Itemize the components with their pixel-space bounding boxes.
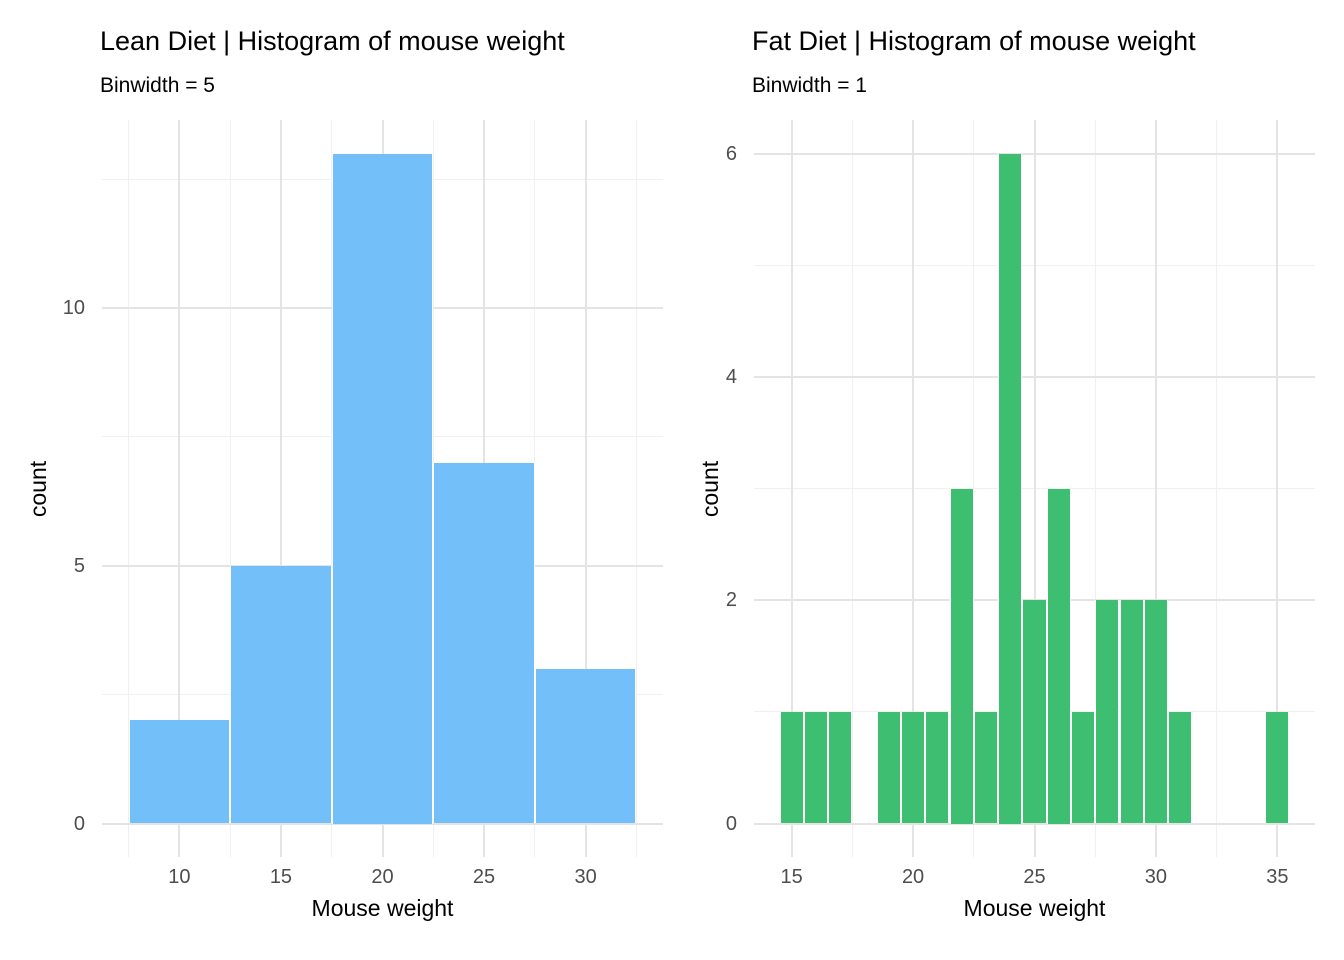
x-minor-gridline (1094, 120, 1096, 857)
x-axis-tick-label: 30 (1144, 866, 1168, 888)
x-minor-gridline (229, 120, 231, 857)
histogram-bar (1070, 711, 1096, 824)
chart-subtitle: Binwidth = 5 (100, 74, 215, 97)
y-axis-tick-label: 4 (725, 365, 737, 388)
y-axis-tick-label: 10 (62, 297, 85, 320)
histogram-bar (1265, 711, 1290, 824)
histogram-bar (230, 565, 332, 824)
x-axis-title: Mouse weight (963, 895, 1106, 921)
x-major-gridline (584, 120, 587, 857)
x-axis-tick-label: 25 (472, 866, 496, 888)
y-axis-tick-label: 0 (73, 812, 85, 835)
x-axis-tick-label: 25 (1023, 866, 1046, 888)
histogram-bar (1095, 600, 1120, 824)
x-major-gridline (178, 120, 181, 857)
x-axis-tick-label: 15 (780, 866, 803, 888)
x-minor-gridline (1216, 120, 1218, 857)
x-minor-gridline (534, 120, 536, 857)
histogram-bar (876, 711, 901, 824)
x-axis-tick-label: 35 (1266, 866, 1289, 888)
lean-diet-histogram-figure: Lean Diet | Histogram of mouse weight Bi… (25, 26, 663, 921)
y-axis-tick-label: 6 (725, 142, 737, 165)
x-major-gridline (1154, 120, 1157, 857)
histogram-bar (973, 711, 999, 824)
x-minor-gridline (851, 120, 853, 857)
x-axis-tick-label: 10 (168, 866, 191, 888)
histogram-bar (900, 711, 926, 824)
y-axis-tick-label: 5 (73, 554, 85, 577)
x-axis-title: Mouse weight (311, 895, 454, 921)
histogram-bar (1119, 600, 1144, 824)
histogram-bar (1168, 711, 1193, 824)
chart-title: Lean Diet | Histogram of mouse weight (100, 26, 565, 56)
x-major-gridline (912, 120, 915, 857)
x-minor-gridline (635, 120, 637, 857)
x-minor-gridline (128, 120, 130, 857)
y-axis-title: count (25, 460, 51, 517)
plot-panel (754, 120, 1315, 857)
histogram-bar (779, 711, 804, 824)
y-axis-title: count (697, 460, 723, 517)
x-axis-tick-label: 20 (901, 866, 925, 888)
chart-subtitle: Binwidth = 1 (752, 74, 867, 97)
x-major-gridline (1276, 120, 1279, 857)
histogram-bar (433, 462, 535, 824)
histogram-bar (1046, 488, 1071, 824)
histogram-bar (534, 668, 637, 824)
x-major-gridline (279, 120, 282, 857)
histogram-bar (1143, 600, 1169, 824)
y-axis-tick-label: 2 (725, 589, 737, 612)
histogram-bar (803, 711, 829, 824)
x-axis-tick-label: 30 (574, 866, 597, 888)
y-axis-tick-label: 0 (725, 812, 737, 835)
histogram-bar (949, 488, 974, 824)
x-major-gridline (790, 120, 793, 857)
x-minor-gridline (973, 120, 975, 857)
histogram-bar (998, 153, 1023, 824)
chart-title: Fat Diet | Histogram of mouse weight (752, 26, 1196, 56)
histogram-bar (128, 720, 231, 824)
fat-diet-histogram-figure: Fat Diet | Histogram of mouse weight Bin… (672, 0, 1344, 960)
histogram-bar (331, 153, 434, 824)
plot-panel (102, 120, 663, 857)
histogram-bar (828, 711, 853, 824)
x-axis-tick-label: 15 (269, 866, 293, 888)
histogram-bar (1022, 600, 1047, 824)
x-major-gridline (1033, 120, 1036, 857)
histogram-bar (925, 711, 950, 824)
x-axis-tick-label: 20 (371, 866, 394, 888)
